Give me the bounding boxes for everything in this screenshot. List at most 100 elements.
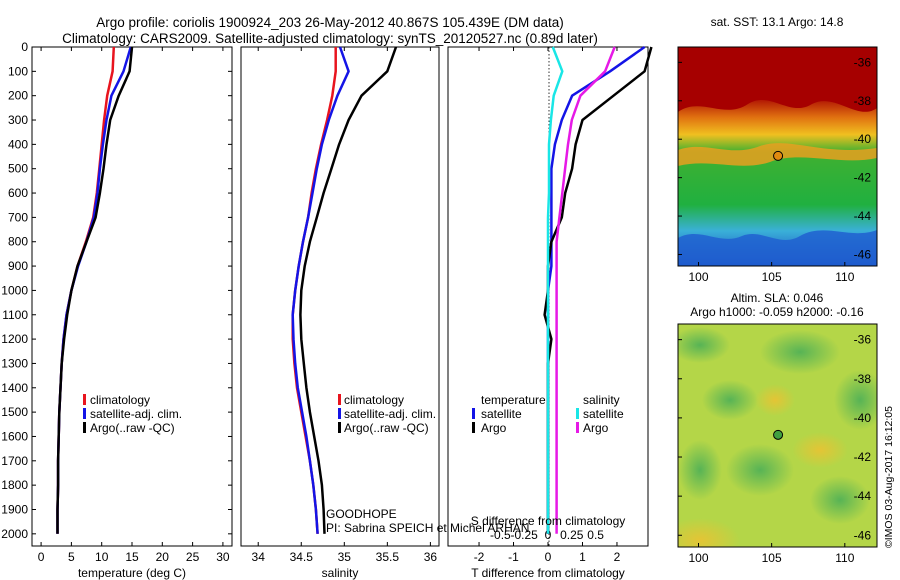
lat-tick-label: -36 bbox=[854, 55, 872, 69]
legend-swatch-salinity-argo bbox=[576, 422, 579, 433]
sla-longitude-axis: 100 105 110 bbox=[688, 543, 855, 565]
depth-tick-label: 100 bbox=[8, 64, 28, 78]
legend-label-salinity-argo: Argo bbox=[583, 421, 609, 435]
x-tick-label: 0.25 bbox=[560, 528, 584, 542]
legend-label-salinity-satellite: satellite bbox=[583, 407, 624, 421]
depth-tick-label: 2000 bbox=[1, 527, 28, 541]
difference-profiles bbox=[543, 45, 653, 534]
salinity-profiles bbox=[291, 46, 398, 534]
x-tick-label: 25 bbox=[186, 550, 200, 564]
lon-tick-label: 110 bbox=[835, 270, 854, 284]
lat-tick-label: -44 bbox=[854, 489, 872, 503]
depth-tick-label: 500 bbox=[8, 162, 28, 176]
depth-tick-label: 1900 bbox=[1, 502, 28, 516]
difference-panel: -2 -1 0 1 2 -0.5 -0.25 0 0.25 0.5 bbox=[447, 45, 653, 564]
depth-tick-label: 1000 bbox=[1, 283, 28, 297]
sla-warm-anomaly bbox=[792, 432, 848, 468]
x-tick-label: 0 bbox=[545, 550, 552, 564]
x-tick-label: 0 bbox=[38, 550, 45, 564]
x-tick-label: -1 bbox=[508, 550, 519, 564]
salinity-panel: 34 34.5 35 35.5 36 bbox=[240, 46, 440, 564]
x-tick-label: -0.25 bbox=[511, 528, 539, 542]
sla-anomaly bbox=[834, 370, 877, 430]
sla-anomaly bbox=[678, 440, 722, 500]
legend-swatch-climatology bbox=[83, 394, 86, 405]
profile-line-argo-raw-qc- bbox=[299, 46, 398, 534]
legend-label-argo: Argo(..raw -QC) bbox=[90, 421, 175, 435]
sla-map-title-2: Argo h1000: -0.059 h2000: -0.16 bbox=[690, 305, 864, 319]
depth-tick-label: 0 bbox=[21, 40, 28, 54]
figure-title-line-1: Argo profile: coriolis 1900924_203 26-Ma… bbox=[96, 15, 564, 30]
depth-tick-label: 1100 bbox=[2, 308, 28, 322]
x-tick-label: 30 bbox=[216, 550, 230, 564]
depth-tick-label: 700 bbox=[8, 210, 28, 224]
x-tick-label: 35 bbox=[338, 550, 352, 564]
t-difference-axis-label: T difference from climatology bbox=[471, 566, 625, 580]
sla-map-title-1: Altim. SLA: 0.046 bbox=[731, 291, 824, 305]
legend-label-satellite: satellite-adj. clim. bbox=[90, 407, 182, 421]
depth-tick-label: 1500 bbox=[1, 405, 28, 419]
x-tick-label: 0 bbox=[545, 528, 552, 542]
sla-warm-anomaly bbox=[678, 518, 740, 547]
temperature-axis: 0 5 10 15 20 25 30 bbox=[38, 47, 230, 564]
sla-map-frame bbox=[677, 323, 878, 548]
salinity-axis-label: salinity bbox=[322, 566, 359, 580]
project-annotation: GOODHOPE bbox=[326, 507, 397, 521]
depth-tick-label: 600 bbox=[8, 186, 28, 200]
x-tick-label: 35.5 bbox=[376, 550, 400, 564]
legend-label-temperature-satellite: satellite bbox=[481, 407, 522, 421]
x-tick-label: 2 bbox=[614, 550, 621, 564]
x-tick-label: 36 bbox=[424, 550, 438, 564]
lon-tick-label: 105 bbox=[762, 270, 782, 284]
x-tick-label: 34 bbox=[252, 550, 266, 564]
temperature-legend: climatology satellite-adj. clim. Argo(..… bbox=[83, 393, 182, 435]
legend-swatch-salinity-satellite bbox=[576, 408, 579, 419]
sla-anomaly bbox=[726, 444, 794, 496]
legend-swatch-temperature-argo bbox=[472, 422, 475, 433]
legend-swatch-satellite bbox=[83, 408, 86, 419]
sla-anomaly bbox=[702, 380, 758, 420]
x-tick-label: 15 bbox=[125, 550, 139, 564]
sla-anomaly bbox=[760, 330, 840, 374]
pi-annotation: PI: Sabrina SPEICH et Michel ARHAN bbox=[326, 521, 529, 535]
sst-cold-tongue bbox=[678, 230, 877, 266]
lat-tick-label: -38 bbox=[854, 372, 872, 386]
depth-tick-label: 1300 bbox=[1, 356, 28, 370]
sst-warm-front bbox=[678, 47, 877, 112]
depth-tick-label: 1800 bbox=[1, 478, 28, 492]
lon-tick-label: 100 bbox=[688, 551, 708, 565]
legend-label-temperature-argo: Argo bbox=[481, 421, 507, 435]
temperature-plot-frame bbox=[31, 46, 233, 547]
difference-line-salinity-satellite bbox=[546, 46, 564, 534]
temperature-axis-label: temperature (deg C) bbox=[78, 566, 186, 580]
legend-swatch-satellite bbox=[338, 408, 341, 419]
salinity-plot-frame bbox=[240, 46, 440, 547]
lat-tick-label: -42 bbox=[854, 450, 872, 464]
x-tick-label: -0.5 bbox=[490, 528, 511, 542]
x-tick-label: 10 bbox=[95, 550, 109, 564]
legend-swatch-argo bbox=[338, 422, 341, 433]
figure-title-line-2: Climatology: CARS2009. Satellite-adjuste… bbox=[62, 31, 598, 46]
x-tick-label: 5 bbox=[68, 550, 75, 564]
legend-label-argo: Argo(..raw -QC) bbox=[344, 421, 429, 435]
lon-tick-label: 100 bbox=[688, 270, 708, 284]
lon-tick-label: 105 bbox=[762, 551, 782, 565]
sst-map: sat. SST: 13.1 Argo: 14.8 -36 -38 -40 -42 -4… bbox=[677, 15, 878, 284]
salinity-difference-axis: -0.5 -0.25 0 0.25 0.5 bbox=[490, 528, 604, 542]
sst-map-frame bbox=[677, 46, 878, 267]
x-tick-label: -2 bbox=[474, 550, 485, 564]
lat-tick-label: -40 bbox=[854, 132, 872, 146]
s-difference-axis-label: S difference from climatology bbox=[471, 514, 626, 528]
lat-tick-label: -38 bbox=[854, 94, 872, 108]
x-tick-label: 0.5 bbox=[587, 528, 604, 542]
sst-longitude-axis: 100 105 110 bbox=[688, 262, 855, 284]
copyright-footer: ©IMOS 03-Aug-2017 16:12:05 bbox=[883, 406, 895, 548]
x-tick-label: 1 bbox=[579, 550, 586, 564]
sla-warm-anomaly bbox=[755, 384, 795, 416]
sla-latitude-axis: -36 -38 -40 -42 -44 -46 bbox=[678, 333, 872, 542]
legend-label-satellite: satellite-adj. clim. bbox=[344, 407, 436, 421]
sla-map: Altim. SLA: 0.046 Argo h1000: -0.059 h20… bbox=[677, 291, 878, 565]
legend-swatch-argo bbox=[83, 422, 86, 433]
sst-latitude-axis: -36 -38 -40 -42 -44 -46 bbox=[678, 55, 871, 261]
